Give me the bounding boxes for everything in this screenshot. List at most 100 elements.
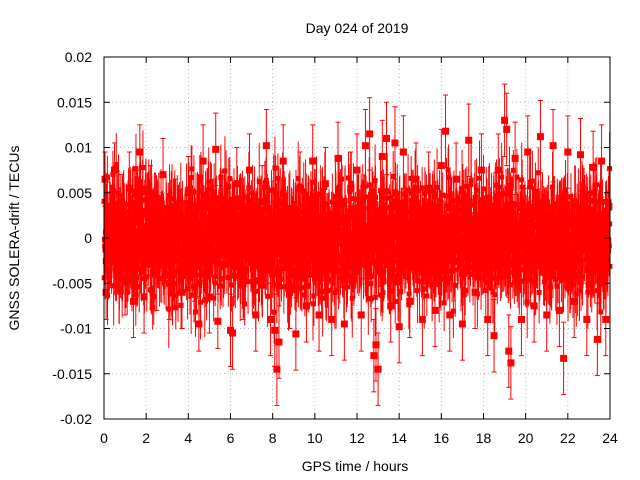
data-point — [414, 245, 420, 251]
data-point — [579, 274, 585, 280]
data-point — [554, 283, 560, 289]
data-point — [585, 209, 591, 215]
data-point — [298, 215, 304, 221]
data-point — [483, 288, 489, 294]
data-point — [494, 276, 500, 282]
data-point — [196, 206, 202, 212]
data-point — [561, 249, 567, 255]
data-point — [273, 196, 279, 202]
data-point — [111, 283, 117, 289]
data-point — [244, 224, 250, 230]
data-point — [330, 258, 336, 264]
data-point — [584, 228, 590, 234]
data-point — [272, 165, 278, 171]
data-point — [170, 259, 176, 265]
data-point — [163, 273, 169, 279]
data-point — [222, 250, 228, 256]
data-point — [313, 195, 319, 201]
data-point — [530, 203, 536, 209]
data-point — [251, 256, 257, 262]
data-point — [245, 279, 251, 285]
data-point — [546, 204, 552, 210]
data-point — [272, 271, 278, 277]
data-point — [140, 165, 146, 171]
data-point — [137, 198, 143, 204]
data-point — [416, 278, 422, 284]
data-point — [346, 175, 352, 181]
data-point — [297, 225, 303, 231]
data-point — [189, 166, 195, 172]
data-point — [436, 280, 442, 286]
data-point — [341, 274, 347, 280]
data-point — [452, 282, 458, 288]
data-point — [150, 249, 156, 255]
data-point — [187, 275, 193, 281]
data-point — [251, 231, 257, 237]
data-point — [486, 194, 492, 200]
data-point — [392, 299, 398, 305]
data-point — [251, 282, 257, 288]
data-point — [406, 291, 412, 297]
data-point — [380, 290, 386, 296]
data-point — [146, 185, 152, 191]
data-point — [472, 194, 478, 200]
data-point — [178, 302, 184, 308]
data-point — [189, 216, 195, 222]
data-point — [553, 276, 559, 282]
data-point — [505, 273, 511, 279]
data-point — [434, 252, 440, 258]
data-point — [279, 276, 285, 282]
data-point — [372, 294, 378, 300]
data-point — [198, 253, 204, 259]
data-point — [312, 269, 318, 275]
data-point — [498, 245, 504, 251]
data-point — [414, 214, 420, 220]
data-point — [560, 275, 566, 281]
data-point — [521, 259, 527, 265]
data-point — [314, 191, 320, 197]
data-point — [418, 207, 424, 213]
data-point — [309, 217, 315, 223]
data-point — [410, 245, 416, 251]
data-point — [304, 221, 310, 227]
data-point — [223, 185, 229, 191]
data-point — [151, 293, 157, 299]
data-point — [379, 293, 385, 299]
data-point — [437, 204, 443, 210]
data-point — [222, 253, 228, 259]
data-point — [427, 209, 433, 215]
data-point — [281, 207, 287, 213]
data-point — [381, 211, 387, 217]
data-point — [193, 215, 199, 221]
data-point — [148, 245, 154, 251]
data-point — [501, 259, 507, 265]
data-point — [544, 275, 550, 281]
data-point — [188, 292, 194, 298]
data-point — [292, 286, 298, 292]
data-point — [236, 257, 242, 263]
data-point — [145, 239, 151, 245]
data-point — [539, 251, 545, 257]
data-point — [178, 198, 184, 204]
data-point — [103, 246, 109, 252]
data-point — [137, 266, 143, 272]
data-point — [186, 245, 192, 251]
data-point — [493, 265, 499, 271]
data-point — [431, 242, 437, 248]
data-point — [306, 283, 312, 289]
data-point — [527, 226, 533, 232]
data-point — [568, 285, 574, 291]
data-point — [449, 209, 455, 215]
data-point — [510, 167, 516, 173]
data-point — [136, 234, 142, 240]
data-point — [585, 251, 591, 257]
data-point — [548, 266, 554, 272]
data-point — [319, 256, 325, 262]
data-point — [411, 266, 417, 272]
data-point — [318, 191, 324, 197]
data-point — [142, 249, 148, 255]
data-point — [204, 205, 210, 211]
data-point — [218, 175, 224, 181]
data-point — [197, 178, 203, 184]
